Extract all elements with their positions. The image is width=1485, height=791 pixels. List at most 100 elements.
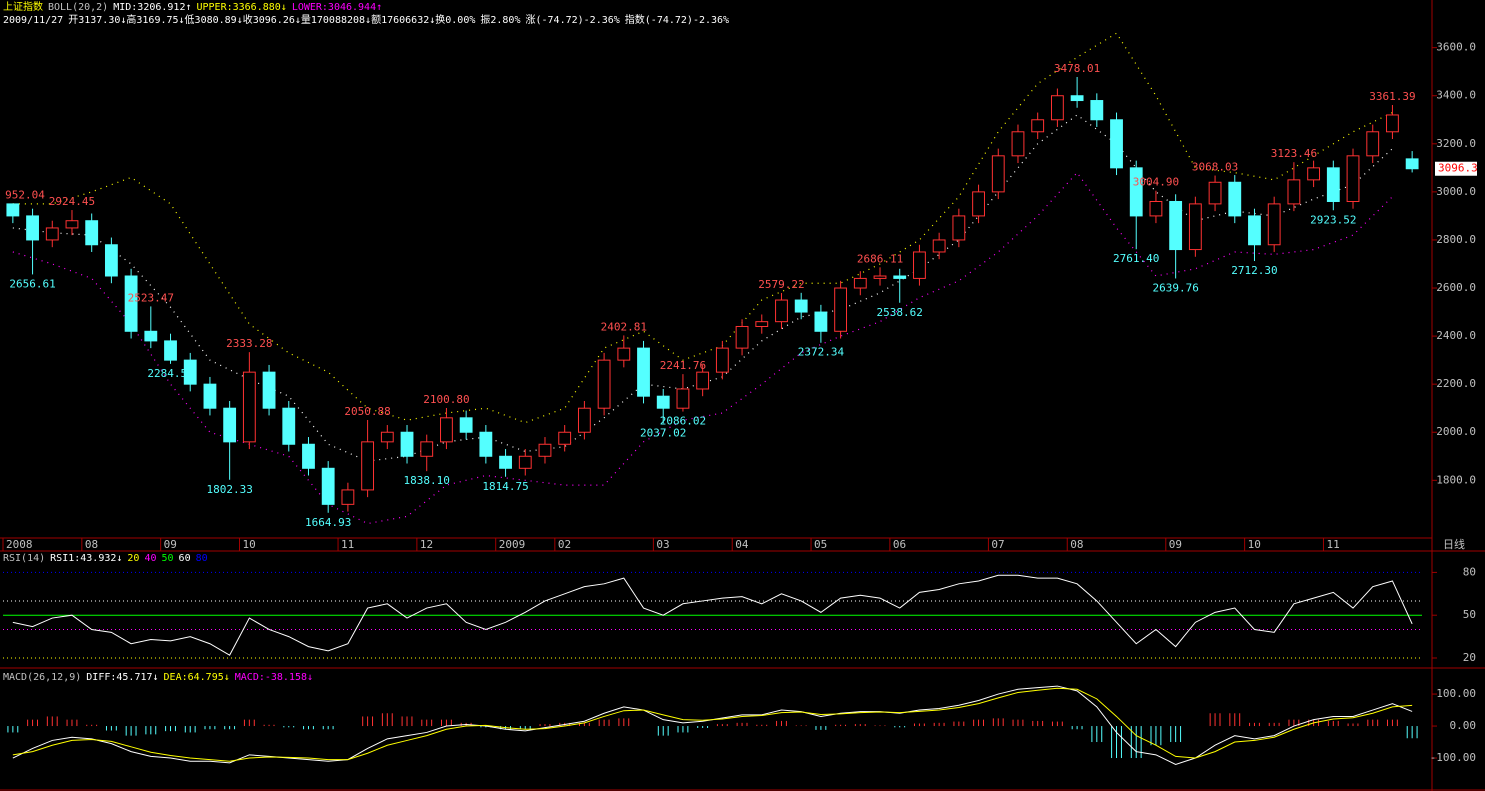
legend-item: MACD(26,12,9) (3, 672, 82, 683)
candle-body (518, 455, 532, 469)
candle-body (1307, 167, 1321, 181)
candle-body (1070, 95, 1084, 102)
dea-line (12, 687, 1413, 762)
candle-body (814, 311, 828, 332)
candle-body (972, 191, 985, 217)
candle-body (893, 275, 907, 279)
candle-body (499, 455, 512, 469)
x-tick-label: 11 (1326, 538, 1339, 551)
period-label: 日线 (1443, 537, 1465, 551)
candle-body (913, 251, 926, 279)
high-label: 2333.28 (226, 337, 272, 350)
y-tick-label: 20 (1463, 651, 1476, 664)
high-label: 3004.90 (1133, 176, 1179, 189)
high-label: 2050.88 (344, 405, 390, 418)
candle-body (1188, 203, 1202, 251)
candle-body (361, 441, 375, 491)
x-tick-label: 08 (85, 538, 98, 551)
candle-body (1011, 131, 1025, 157)
high-label: 2579.22 (758, 278, 804, 291)
low-label: 2037.02 (640, 426, 686, 439)
last-price-box (1435, 161, 1477, 176)
candle-body (1149, 200, 1163, 217)
legend-item: MID:3206.912↑ (113, 2, 192, 13)
candle-body (834, 287, 848, 332)
y-tick-label: 3400.0 (1436, 89, 1476, 102)
x-tick-label: 10 (243, 538, 256, 551)
level-label: 20 (127, 553, 140, 564)
low-label: 2086.02 (660, 415, 706, 428)
y-tick-label: 3200.0 (1436, 137, 1476, 150)
level-label: 40 (144, 553, 157, 564)
candle-body (558, 431, 572, 445)
low-label: 1664.93 (305, 516, 351, 529)
low-label: 2656.61 (9, 277, 55, 290)
candle-body (1386, 114, 1399, 133)
y-tick-label: 2400.0 (1436, 329, 1476, 342)
x-tick-label: 10 (1248, 538, 1261, 551)
y-tick-label: 50 (1463, 608, 1476, 621)
y-tick-label: 2000.0 (1436, 425, 1476, 438)
y-tick-label: 2800.0 (1436, 233, 1476, 246)
candle-body (637, 347, 650, 397)
candle-body (952, 215, 966, 241)
candle-body (1031, 119, 1045, 133)
candle-body (991, 155, 1005, 193)
candle-body (873, 275, 887, 279)
info-item: 指数(-74.72)-2.36% (624, 15, 730, 26)
rsi-line (12, 574, 1413, 656)
candle-body (1267, 203, 1281, 246)
candle-body (676, 388, 690, 409)
candle-body (538, 443, 552, 457)
legend-item: UPPER:3366.880↓ (196, 2, 287, 13)
candle-body (262, 371, 276, 409)
candle-body (597, 359, 611, 409)
low-label: 1838.10 (404, 474, 450, 487)
candle-body (1129, 167, 1143, 217)
price-info: 2009/11/27 开3137.30↓高3169.75↓低3080.89↓收30… (3, 15, 734, 27)
legend-item: 上证指数 (3, 2, 43, 13)
candle-body (144, 330, 158, 342)
candle-body (656, 395, 670, 409)
info-item: 涨(-74.72)-2.36% (525, 15, 620, 26)
low-label: 2372.34 (798, 346, 845, 359)
candle-body (223, 407, 237, 443)
info-item: 2009/11/27 (3, 15, 64, 26)
candle-body (400, 431, 414, 457)
x-tick-label: 2009 (499, 538, 526, 551)
candle-body (302, 443, 315, 469)
x-tick-label: 2008 (6, 538, 33, 551)
legend-item: RSI(14) (3, 553, 46, 564)
candle-body (242, 371, 256, 443)
high-label: 2100.80 (423, 393, 469, 406)
candle-body (755, 321, 769, 327)
candle-body (321, 467, 335, 505)
x-tick-label: 05 (814, 538, 827, 551)
x-tick-label: 11 (341, 538, 354, 551)
candle-body (1110, 119, 1123, 169)
y-tick-label: 100.00 (1436, 687, 1476, 700)
x-tick-label: 09 (164, 538, 177, 551)
candle-body (380, 431, 394, 443)
candle-body (696, 371, 710, 390)
candle-body (459, 417, 473, 433)
x-tick-label: 03 (656, 538, 669, 551)
candle-body (124, 275, 138, 332)
high-label: 3123.46 (1271, 147, 1317, 160)
rsi-legend: RSI(14) RSI1:43.932↓ 20 40 50 60 80 (3, 553, 213, 565)
candle-body (65, 220, 79, 229)
x-tick-label: 06 (893, 538, 906, 551)
high-label: 2686.11 (857, 252, 903, 265)
candle-body (164, 340, 177, 361)
legend-item: BOLL(20,2) (48, 2, 109, 13)
candle-body (45, 227, 59, 241)
candle-body (203, 383, 217, 409)
level-label: 80 (195, 553, 208, 564)
candle-body (775, 299, 788, 323)
candle-body (479, 431, 493, 457)
legend-item: DEA:64.795↓ (163, 672, 230, 683)
price-legend: 上证指数 BOLL(20,2) MID:3206.912↑ UPPER:3366.88… (3, 2, 387, 14)
macd-legend: MACD(26,12,9) DIFF:45.717↓ DEA:64.795↓ MACD… (3, 672, 318, 684)
